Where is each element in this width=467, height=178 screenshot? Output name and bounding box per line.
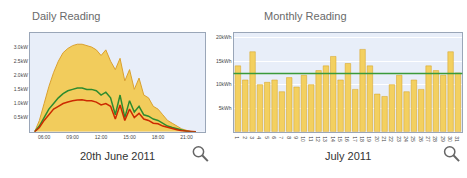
svg-text:2.5kW: 2.5kW	[14, 58, 28, 64]
svg-text:18:00: 18:00	[152, 134, 165, 140]
svg-text:10: 10	[300, 136, 306, 142]
svg-text:30: 30	[447, 136, 453, 142]
svg-text:19: 19	[366, 136, 372, 142]
svg-text:10kWh: 10kWh	[216, 81, 232, 87]
svg-text:20: 20	[374, 136, 380, 142]
svg-text:23: 23	[396, 136, 402, 142]
svg-text:Monthly Reading: Monthly Reading	[264, 10, 347, 22]
svg-text:13: 13	[322, 136, 328, 142]
svg-text:17: 17	[352, 136, 358, 142]
svg-text:27: 27	[425, 136, 431, 142]
svg-text:0.5kW: 0.5kW	[14, 114, 28, 120]
svg-text:18: 18	[359, 136, 365, 142]
svg-text:6: 6	[271, 136, 277, 139]
svg-text:26: 26	[418, 136, 424, 142]
svg-text:5: 5	[264, 136, 270, 139]
svg-text:July 2011: July 2011	[325, 150, 371, 162]
svg-text:1: 1	[234, 136, 240, 139]
svg-text:21: 21	[381, 136, 387, 142]
svg-text:20kWh: 20kWh	[216, 34, 232, 40]
svg-text:14: 14	[330, 136, 336, 142]
svg-text:1.0kW: 1.0kW	[14, 100, 28, 106]
svg-text:21:00: 21:00	[180, 134, 193, 140]
svg-text:Daily Reading: Daily Reading	[32, 10, 100, 22]
svg-text:28: 28	[432, 136, 438, 142]
svg-text:7: 7	[278, 136, 284, 139]
svg-text:12:00: 12:00	[95, 134, 108, 140]
svg-text:4: 4	[256, 136, 262, 139]
svg-text:8: 8	[286, 136, 292, 139]
svg-text:1.5kW: 1.5kW	[14, 86, 28, 92]
svg-text:3: 3	[249, 136, 255, 139]
svg-text:16: 16	[344, 136, 350, 142]
svg-text:15: 15	[337, 136, 343, 142]
svg-text:5kWh: 5kWh	[219, 105, 232, 111]
svg-text:20th June 2011: 20th June 2011	[80, 150, 155, 162]
svg-text:3.0kW: 3.0kW	[14, 44, 28, 50]
svg-text:12: 12	[315, 136, 321, 142]
svg-text:29: 29	[440, 136, 446, 142]
svg-text:24: 24	[403, 136, 409, 142]
svg-text:2.0kW: 2.0kW	[14, 72, 28, 78]
svg-text:9: 9	[293, 136, 299, 139]
svg-text:25: 25	[410, 136, 416, 142]
svg-text:11: 11	[308, 136, 314, 141]
svg-text:09:00: 09:00	[66, 134, 79, 140]
svg-text:31: 31	[454, 136, 460, 142]
svg-text:06:00: 06:00	[38, 134, 51, 140]
svg-text:2: 2	[242, 136, 248, 139]
svg-text:22: 22	[388, 136, 394, 142]
svg-text:15kWh: 15kWh	[216, 58, 232, 64]
svg-text:15:00: 15:00	[123, 134, 136, 140]
